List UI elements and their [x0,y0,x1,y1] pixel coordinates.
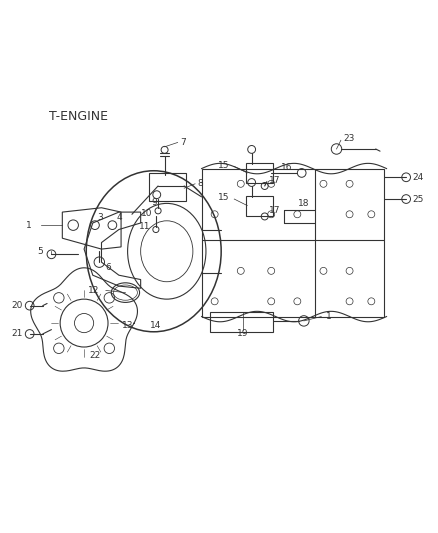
Text: 19: 19 [237,329,249,338]
Text: 20: 20 [11,301,22,310]
Text: 15: 15 [219,193,230,202]
Text: 8: 8 [197,179,203,188]
Text: 1: 1 [26,221,32,230]
Text: 3: 3 [98,213,103,222]
Text: 16: 16 [281,163,292,172]
Text: 18: 18 [298,199,310,208]
Text: 17: 17 [269,176,280,185]
Text: 1: 1 [325,312,332,321]
Text: 6: 6 [105,263,111,272]
Text: 14: 14 [150,321,162,330]
Text: 5: 5 [37,247,43,256]
Text: 11: 11 [139,222,150,231]
Text: 21: 21 [11,329,22,338]
Text: 15: 15 [219,160,230,169]
Text: 7: 7 [180,138,186,147]
Text: T-ENGINE: T-ENGINE [49,110,108,123]
Text: 23: 23 [343,134,354,143]
Text: 4: 4 [117,213,123,222]
Text: 12: 12 [88,286,99,295]
Text: 10: 10 [141,209,153,218]
Text: 13: 13 [122,321,133,330]
Text: 24: 24 [413,173,424,182]
Text: 25: 25 [413,195,424,204]
Text: 17: 17 [269,206,280,215]
Text: 22: 22 [89,351,101,360]
Text: 9: 9 [152,198,157,207]
